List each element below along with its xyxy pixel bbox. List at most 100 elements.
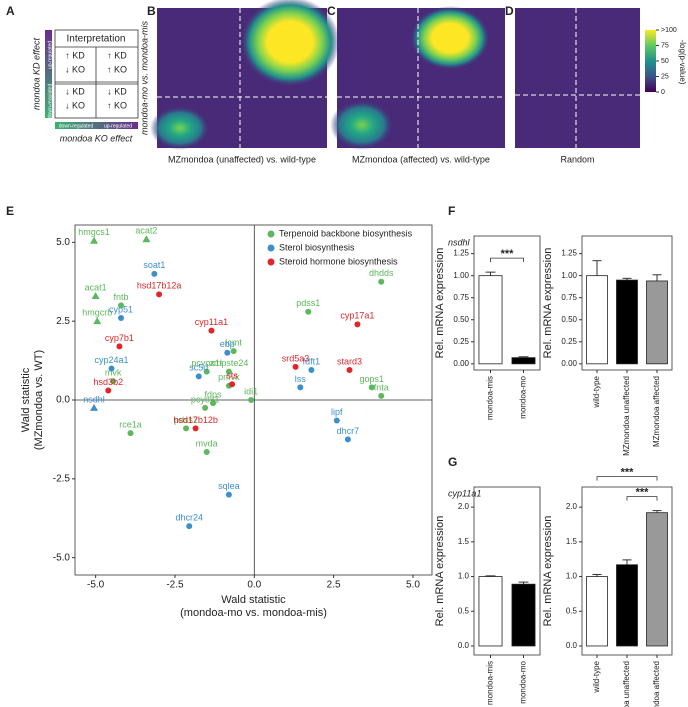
- point-label: dhcr7: [337, 426, 360, 436]
- x-tick-label: MZmondoa affected: [652, 376, 661, 447]
- point: [183, 425, 190, 432]
- colorbar-tick-label: 25: [661, 73, 669, 80]
- scale-label: down-regulated: [47, 84, 53, 119]
- point-label: cyp7b1: [105, 333, 134, 343]
- legend-swatch: [267, 230, 275, 238]
- point-label: hmgcrb: [82, 308, 112, 318]
- significance-label: ***: [636, 487, 650, 499]
- point: [225, 368, 232, 375]
- heatmap-blob: [150, 106, 210, 150]
- heatmap-blob: [330, 100, 394, 150]
- point: [378, 278, 385, 285]
- x-tick-label: MZmondoa affected: [652, 661, 661, 707]
- y-tick-label: 0.75: [453, 293, 469, 302]
- scale-label: up-regulated: [104, 123, 132, 129]
- x-tick-label: 0.0: [247, 580, 261, 591]
- point-label: hmgcs1: [78, 227, 110, 237]
- point: [354, 321, 361, 328]
- point: [118, 302, 125, 309]
- y-tick-label: 0.5: [458, 606, 470, 615]
- y-tick-label: 0.75: [561, 293, 577, 302]
- point: [90, 403, 99, 411]
- point-label: pcyox1: [191, 394, 220, 404]
- point: [127, 430, 134, 437]
- y-axis-title: Rel. mRNA expression: [542, 248, 554, 359]
- x-tick-label: 5.0: [406, 580, 420, 591]
- panel-label: B: [147, 4, 156, 18]
- colorbar-tick-label: >100: [661, 27, 677, 34]
- y-tick-label: 0.00: [453, 359, 469, 368]
- point-label: rce1a: [119, 419, 142, 429]
- x-tick-label: wild-type: [592, 375, 601, 408]
- y-axis-title: Rel. mRNA expression: [434, 248, 446, 359]
- x-tick-label: -5.0: [87, 580, 105, 591]
- point-label: pdss2: [174, 415, 198, 425]
- point-label: hsd17b12b: [173, 415, 218, 425]
- y-axis-title: Wald statistic: [20, 367, 32, 432]
- point: [93, 317, 102, 325]
- cell-text: ↓ KD: [107, 86, 127, 96]
- point: [208, 327, 215, 334]
- legend-swatch: [267, 258, 275, 266]
- y-tick-label: 0.0: [56, 395, 70, 406]
- panel-label: E: [6, 204, 14, 218]
- scale-label: up-regulated: [47, 41, 53, 69]
- point: [224, 349, 231, 356]
- point: [156, 291, 163, 298]
- y-tick-label: 0.25: [561, 337, 577, 346]
- point-label: fdft1: [303, 356, 321, 366]
- legend-swatch: [267, 244, 275, 252]
- point-label: fntb: [114, 292, 129, 302]
- y-axis-title: mondoa KD effect: [31, 37, 41, 110]
- legend-label: Steroid hormone biosynthesis: [279, 256, 398, 266]
- y-tick-label: 1.0: [458, 572, 470, 581]
- point: [118, 315, 125, 322]
- y-tick-label: -5.0: [53, 552, 71, 563]
- point-label: sc5d: [189, 363, 208, 373]
- y-tick-label: 2.0: [566, 502, 578, 511]
- point-label: cyp24a1: [94, 355, 128, 365]
- x-tick-label: mondoa-mis: [486, 376, 495, 420]
- x-tick-label: -2.5: [166, 580, 184, 591]
- point: [202, 404, 209, 411]
- y-tick-label: 0.50: [453, 315, 469, 324]
- x-axis-title: Random: [560, 154, 594, 164]
- panel-label: C: [327, 4, 336, 18]
- bar: [478, 576, 503, 647]
- point-label: fnta: [374, 382, 389, 392]
- interpretation-title: Interpretation: [67, 34, 126, 45]
- point-label: hsd17b12a: [137, 281, 182, 291]
- significance-label: ***: [501, 248, 515, 260]
- point-label: dhdds: [369, 268, 394, 278]
- scale-label: down-regulated: [59, 123, 94, 129]
- point-label: cyp17a1: [340, 311, 374, 321]
- y-tick-label: 5.0: [56, 237, 70, 248]
- legend-label: Sterol biosynthesis: [279, 242, 355, 252]
- x-axis-title: MZmondoa (unaffected) vs. wild-type: [168, 154, 316, 164]
- point-label: srd5a3: [282, 353, 310, 363]
- y-tick-label: 0.5: [566, 606, 578, 615]
- point-label: cyp51: [109, 304, 133, 314]
- point: [108, 365, 115, 372]
- point: [333, 417, 340, 424]
- bar: [646, 280, 668, 365]
- y-tick-label: 2.5: [56, 316, 70, 327]
- point-label: lss: [295, 374, 306, 384]
- x-tick-label: mondoa-mo: [519, 375, 528, 418]
- chart-title: nsdhl: [448, 237, 471, 247]
- y-tick-label: 1.00: [453, 271, 469, 280]
- point-label: nsdhl: [83, 394, 105, 404]
- chart-title: cyp11a1: [448, 488, 481, 498]
- heatmaps: [150, 0, 656, 150]
- point: [346, 367, 353, 374]
- x-axis-title: Wald statistic: [221, 594, 286, 606]
- cell-text: ↓ KO: [65, 64, 85, 74]
- y-tick-label: 0.25: [453, 337, 469, 346]
- point-label: zmpste24: [209, 358, 248, 368]
- y-axis-title: mondoa-mo vs. mondoa-mis: [139, 20, 149, 135]
- y-tick-label: 1.25: [453, 249, 469, 258]
- bar: [511, 357, 536, 365]
- bar: [586, 576, 608, 647]
- point-label: mvda: [196, 438, 218, 448]
- y-tick-label: 0.0: [458, 641, 470, 650]
